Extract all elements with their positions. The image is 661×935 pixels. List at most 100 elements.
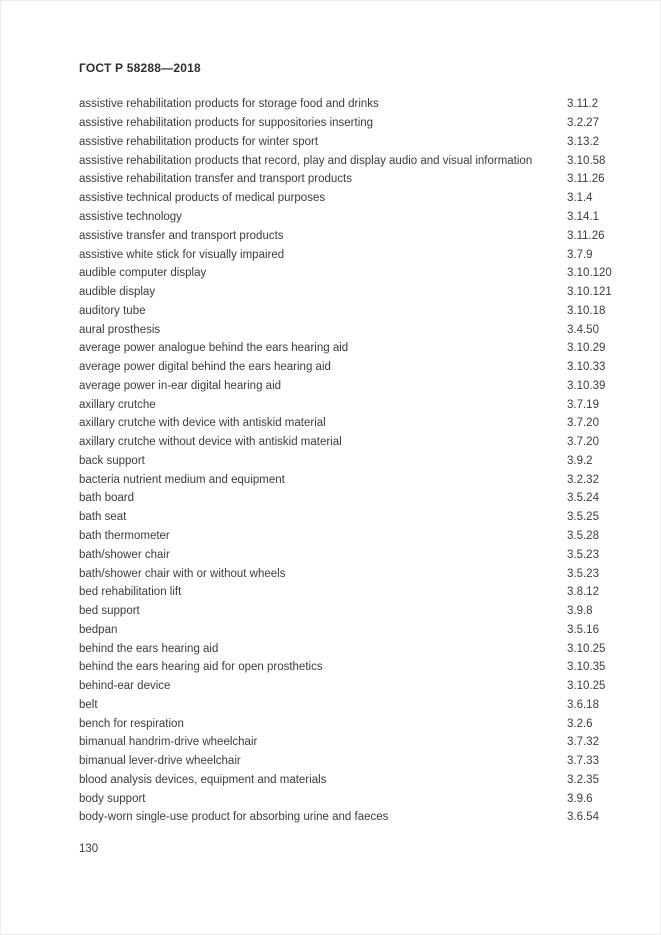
index-entry-row: assistive transfer and transport product… — [79, 226, 644, 245]
index-entry-row: bed support 3.9.8 — [79, 602, 644, 621]
entry-term: assistive white stick for visually impai… — [79, 248, 285, 261]
entry-ref: 3.5.23 — [567, 567, 599, 580]
entry-term: back support — [79, 454, 145, 467]
index-entry-row: bimanual handrim-drive wheelchair 3.7.32 — [79, 733, 644, 752]
entry-term: bath/shower chair — [79, 548, 170, 561]
entry-ref: 3.10.29 — [567, 342, 606, 355]
index-entry-row: bath/shower chair with or without wheels… — [79, 564, 644, 583]
index-entry-row: assistive rehabilitation products that r… — [79, 151, 644, 170]
entry-term: assistive rehabilitation products for su… — [79, 117, 374, 130]
entry-ref: 3.11.26 — [567, 173, 605, 186]
entry-term: bacteria nutrient medium and equipment — [79, 473, 285, 486]
entry-term: behind the ears hearing aid — [79, 642, 219, 655]
index-entry-row: bath thermometer 3.5.28 — [79, 527, 644, 546]
index-entry-row: assistive technical products of medical … — [79, 189, 644, 208]
index-entry-row: aural prosthesis 3.4.50 — [79, 320, 644, 339]
entry-ref: 3.10.25 — [567, 642, 606, 655]
entry-ref: 3.2.35 — [567, 773, 599, 786]
entry-ref: 3.10.58 — [567, 154, 606, 167]
entry-ref: 3.2.27 — [567, 117, 599, 130]
entry-term: aural prosthesis — [79, 323, 161, 336]
entry-term: bedpan — [79, 623, 118, 636]
entry-ref: 3.5.16 — [567, 623, 599, 636]
index-entry-row: behind-ear device 3.10.25 — [79, 677, 644, 696]
entry-term: bath seat — [79, 511, 127, 524]
index-entry-row: assistive rehabilitation products for st… — [79, 95, 644, 114]
entry-term: bimanual handrim-drive wheelchair — [79, 736, 258, 749]
index-entry-row: axillary crutche 3.7.19 — [79, 395, 644, 414]
index-entry-row: axillary crutche without device with ant… — [79, 433, 644, 452]
entry-term: bath/shower chair with or without wheels — [79, 567, 286, 580]
entry-ref: 3.5.25 — [567, 511, 599, 524]
index-entry-row: belt 3.6.18 — [79, 696, 644, 715]
index-entry-row: assistive rehabilitation products for wi… — [79, 133, 644, 152]
entry-ref: 3.7.19 — [567, 398, 599, 411]
entry-ref: 3.4.50 — [567, 323, 599, 336]
entry-ref: 3.10.33 — [567, 361, 606, 374]
entry-term: behind the ears hearing aid for open pro… — [79, 661, 323, 674]
entry-ref: 3.10.25 — [567, 680, 606, 693]
entry-ref: 3.14.1 — [567, 210, 599, 223]
entry-term: bench for respiration — [79, 717, 184, 730]
page-number: 130 — [79, 843, 99, 855]
index-entry-row: body-worn single-use product for absorbi… — [79, 808, 644, 827]
entry-ref: 3.5.24 — [567, 492, 599, 505]
entry-term: belt — [79, 698, 98, 711]
entry-ref: 3.10.121 — [567, 286, 612, 299]
entry-term: bed support — [79, 605, 140, 618]
index-entry-row: bath/shower chair 3.5.23 — [79, 545, 644, 564]
entry-ref: 3.9.6 — [567, 792, 593, 805]
entry-term: body support — [79, 792, 146, 805]
entry-ref: 3.9.2 — [567, 454, 593, 467]
index-entry-row: assistive white stick for visually impai… — [79, 245, 644, 264]
entry-ref: 3.7.33 — [567, 755, 599, 768]
entry-term: bath thermometer — [79, 529, 170, 542]
index-entry-row: bacteria nutrient medium and equipment 3.… — [79, 470, 644, 489]
entry-ref: 3.8.12 — [567, 586, 599, 599]
entry-term: assistive rehabilitation products for st… — [79, 98, 379, 111]
entry-term: average power in-ear digital hearing aid — [79, 379, 282, 392]
index-entry-row: auditory tube 3.10.18 — [79, 301, 644, 320]
index-entry-row: bench for respiration 3.2.6 — [79, 714, 644, 733]
index-entry-row: average power in-ear digital hearing aid… — [79, 376, 644, 395]
entry-ref: 3.7.9 — [567, 248, 593, 261]
entry-ref: 3.13.2 — [567, 135, 599, 148]
index-entry-row: bimanual lever-drive wheelchair 3.7.33 — [79, 752, 644, 771]
entry-term: bed rehabilitation lift — [79, 586, 182, 599]
entry-ref: 3.10.120 — [567, 267, 612, 280]
document-title: ГОСТ Р 58288—2018 — [79, 61, 201, 75]
entry-term: audible computer display — [79, 267, 207, 280]
entry-term: behind-ear device — [79, 680, 171, 693]
index-entry-row: back support 3.9.2 — [79, 452, 644, 471]
entry-term: assistive rehabilitation products for wi… — [79, 135, 319, 148]
entry-term: bimanual lever-drive wheelchair — [79, 755, 241, 768]
entry-term: assistive technology — [79, 210, 182, 223]
index-entry-row: assistive rehabilitation transfer and tr… — [79, 170, 644, 189]
entry-term: auditory tube — [79, 304, 146, 317]
index-entry-row: body support 3.9.6 — [79, 789, 644, 808]
entry-ref: 3.5.23 — [567, 548, 599, 561]
entry-term: assistive rehabilitation products that r… — [79, 154, 533, 167]
entry-ref: 3.7.20 — [567, 436, 599, 449]
entry-ref: 3.2.32 — [567, 473, 599, 486]
entry-ref: 3.7.20 — [567, 417, 599, 430]
entry-term: average power analogue behind the ears h… — [79, 342, 349, 355]
index-entry-row: bedpan 3.5.16 — [79, 620, 644, 639]
index-entry-row: audible display 3.10.121 — [79, 283, 644, 302]
entry-ref: 3.9.8 — [567, 605, 593, 618]
index-entry-row: assistive technology 3.14.1 — [79, 208, 644, 227]
index-entry-row: axillary crutche with device with antisk… — [79, 414, 644, 433]
index-entry-row: bath board 3.5.24 — [79, 489, 644, 508]
index-entry-row: behind the ears hearing aid for open pro… — [79, 658, 644, 677]
entry-ref: 3.6.54 — [567, 811, 599, 824]
entry-ref: 3.7.32 — [567, 736, 599, 749]
entry-term: body-worn single-use product for absorbi… — [79, 811, 389, 824]
entry-ref: 3.1.4 — [567, 192, 593, 205]
alphabetical-index-list: assistive rehabilitation products for st… — [79, 95, 644, 827]
index-entry-row: bath seat 3.5.25 — [79, 508, 644, 527]
index-entry-row: audible computer display 3.10.120 — [79, 264, 644, 283]
entry-ref: 3.11.26 — [567, 229, 605, 242]
index-entry-row: bed rehabilitation lift 3.8.12 — [79, 583, 644, 602]
entry-ref: 3.11.2 — [567, 98, 599, 111]
index-entry-row: assistive rehabilitation products for su… — [79, 114, 644, 133]
